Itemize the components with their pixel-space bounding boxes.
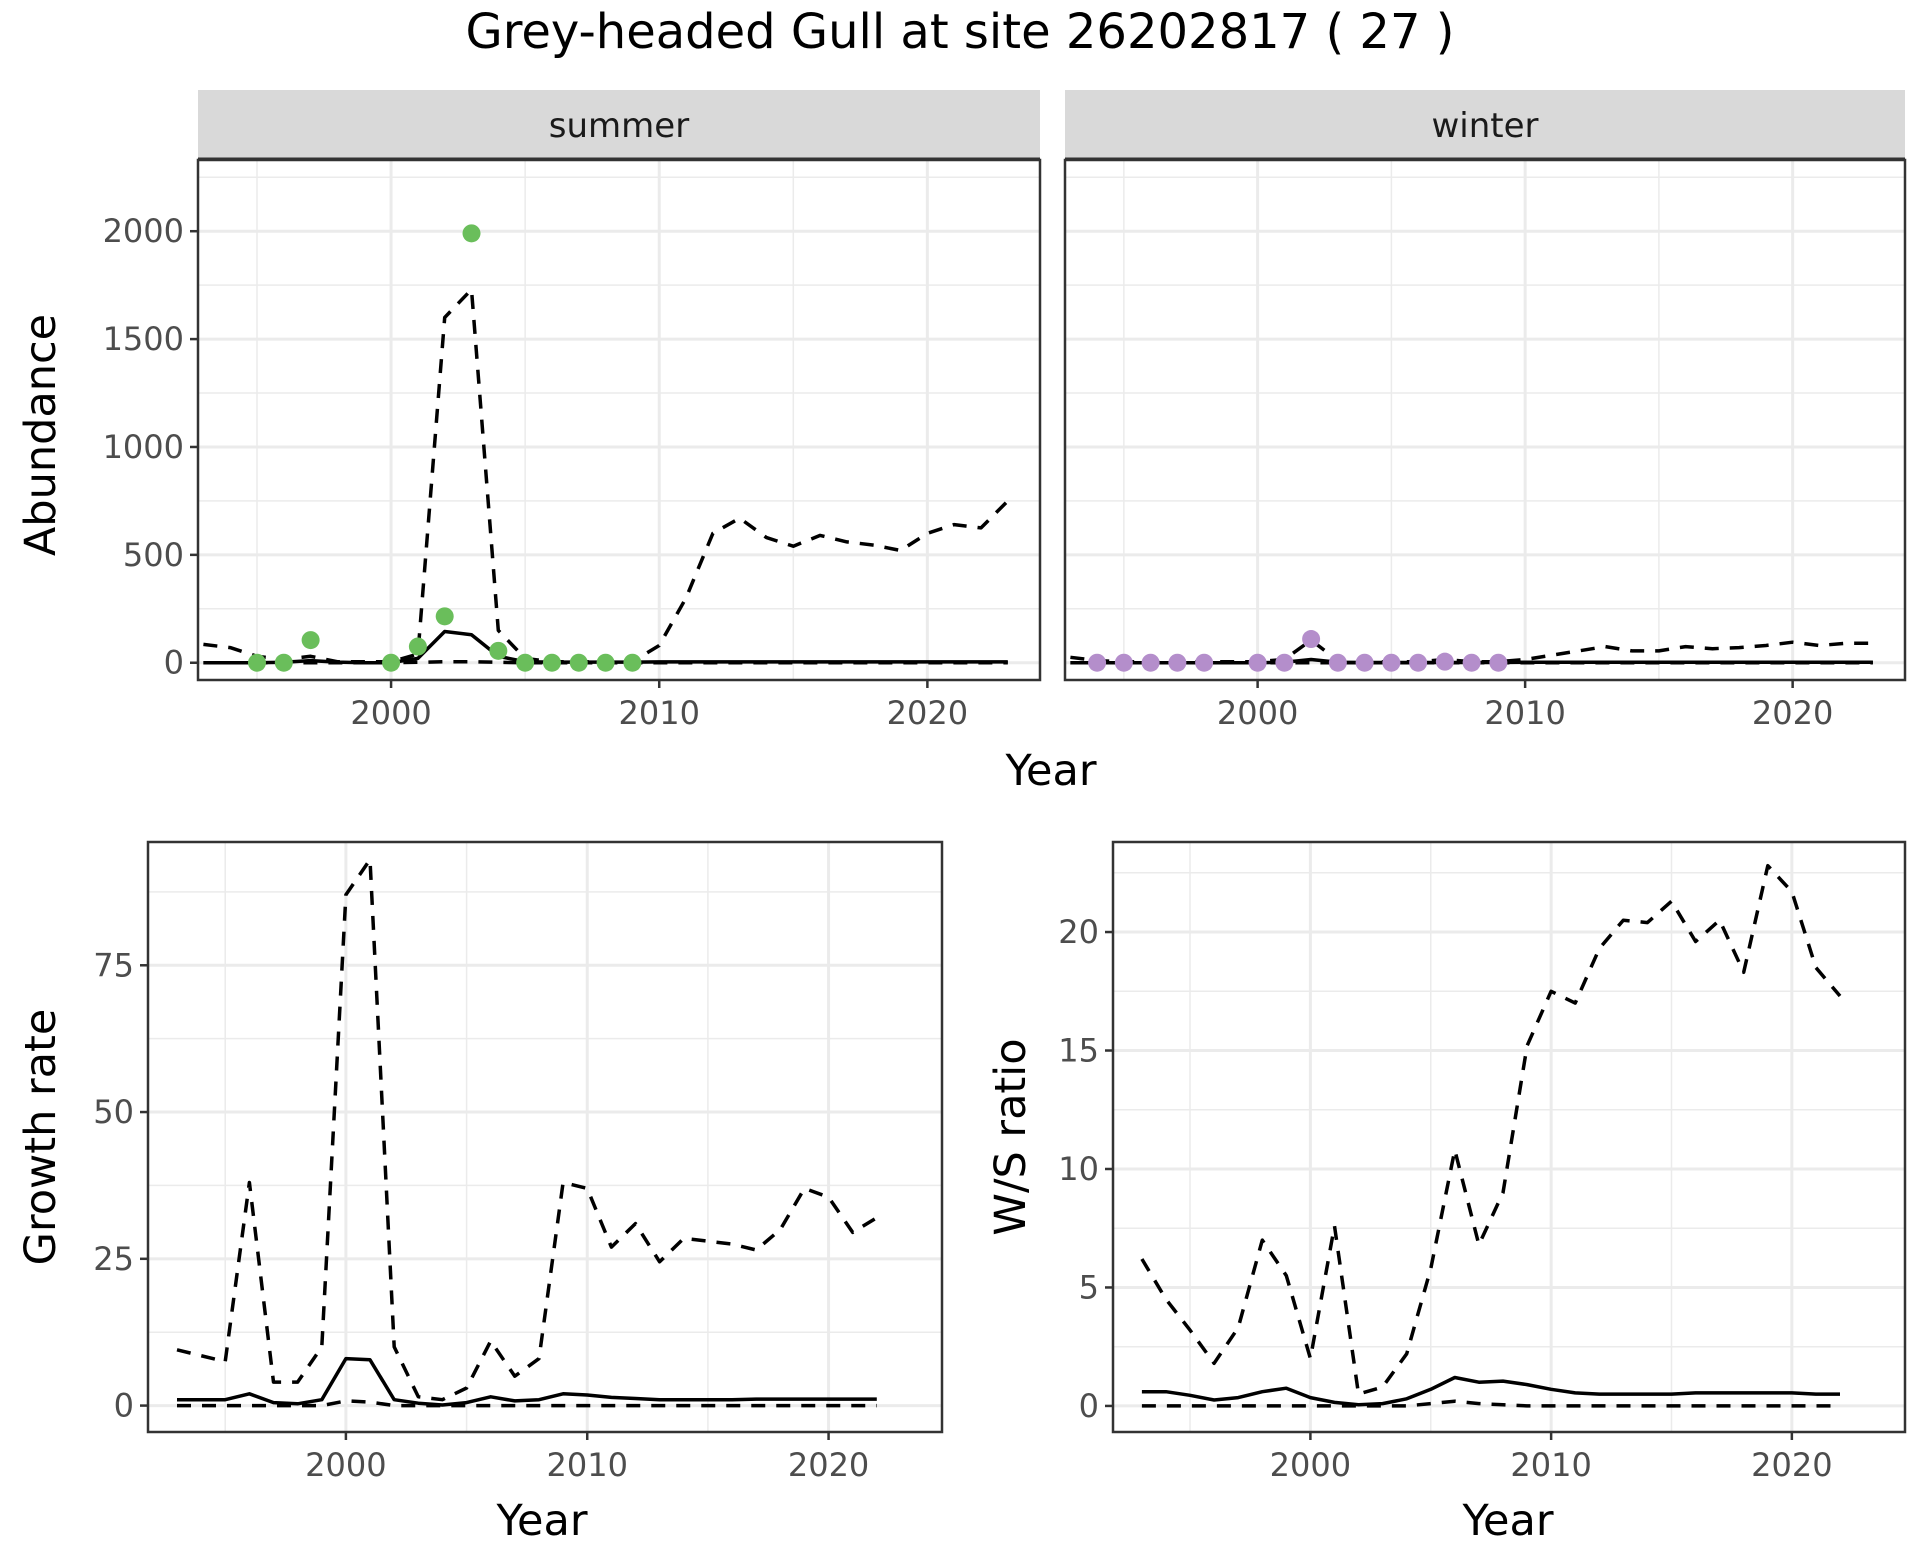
summer-observed-point (382, 653, 401, 672)
ratio-x-tick-label: 2010 (1510, 1446, 1591, 1484)
growth-mean-line (177, 1356, 877, 1407)
winter-observed-point (1114, 653, 1133, 672)
ratio-y-tick-label: 5 (1079, 1268, 1099, 1306)
growth-x-tick-label: 2000 (305, 1446, 386, 1484)
summer-x-tick-label: 2000 (350, 694, 431, 732)
abundance-panel-summer: 2000 2010 2020 0 500 1000 1500 2000 summer (103, 90, 1042, 732)
summer-observed-point (274, 653, 293, 672)
summer-observed-point (569, 653, 588, 672)
winter-x-tick-label: 2010 (1484, 694, 1565, 732)
ratio-lower-bound-line (1141, 1399, 1840, 1408)
ratio-x-tick-label: 2000 (1270, 1446, 1351, 1484)
summer-observed-point (516, 653, 535, 672)
growth-y-tick-label: 50 (93, 1093, 134, 1131)
summer-observed-point (435, 607, 454, 626)
summer-strip-background (198, 90, 1040, 160)
ws-ratio-panel: 2000 2010 2020 0 5 10 15 20 (1058, 840, 1907, 1484)
summer-y-tick-label: 1500 (103, 320, 184, 358)
winter-observed-point (1355, 653, 1374, 672)
summer-strip-label: summer (549, 106, 689, 146)
summer-y-tick-label: 2000 (103, 212, 184, 250)
summer-observed-point (623, 653, 642, 672)
ratio-y-tick-label: 0 (1079, 1387, 1099, 1425)
winter-observed-point (1275, 653, 1294, 672)
summer-observed-point (408, 637, 427, 656)
ratio-y-tick-label: 10 (1058, 1150, 1099, 1188)
ratio-upper-bound-line (1140, 863, 1842, 1396)
ratio-mean-line (1141, 1375, 1840, 1407)
ratio-panel-border (1111, 840, 1907, 1434)
abundance-x-axis-title: Year (1004, 746, 1096, 796)
growth-y-tick-label: 25 (93, 1240, 134, 1278)
growth-x-tick-label: 2020 (788, 1446, 869, 1484)
growth-x-axis-title: Year (495, 1496, 587, 1546)
growth-upper-bound-line (176, 857, 878, 1402)
ratio-y-tick-label: 15 (1058, 1032, 1099, 1070)
winter-observed-point (1141, 653, 1160, 672)
winter-x-tick-label: 2000 (1217, 694, 1298, 732)
winter-x-tick-label: 2020 (1752, 694, 1833, 732)
summer-observed-point (489, 641, 508, 660)
summer-panel-border (196, 158, 1042, 682)
winter-strip-background (1065, 90, 1905, 160)
summer-x-tick-label: 2020 (887, 694, 968, 732)
ratio-y-axis-title: W/S ratio (986, 1038, 1036, 1235)
winter-observed-point (1489, 653, 1508, 672)
growth-y-axis-title: Growth rate (16, 1009, 66, 1266)
summer-observed-point (301, 631, 320, 650)
winter-observed-point (1195, 653, 1214, 672)
winter-observed-point (1382, 653, 1401, 672)
ratio-y-tick-label: 20 (1058, 913, 1099, 951)
winter-observed-point (1302, 630, 1321, 649)
growth-y-tick-label: 75 (93, 946, 134, 984)
growth-x-tick-label: 2010 (547, 1446, 628, 1484)
summer-y-tick-label: 500 (123, 536, 184, 574)
summer-observed-point (247, 653, 266, 672)
winter-observed-point (1088, 653, 1107, 672)
summer-observed-point (596, 653, 615, 672)
winter-observed-point (1328, 653, 1347, 672)
growth-lower-bound-line (177, 1399, 877, 1408)
abundance-panel-winter: 2000 2010 2020 winter (1063, 90, 1907, 732)
summer-observed-point (542, 653, 561, 672)
winter-observed-point (1462, 653, 1481, 672)
summer-y-tick-label: 0 (164, 644, 184, 682)
winter-observed-point (1168, 653, 1187, 672)
winter-panel-border (1063, 158, 1907, 682)
summer-observed-point (462, 224, 481, 243)
winter-observed-point (1435, 652, 1454, 671)
growth-rate-panel: 2000 2010 2020 0 25 50 75 (93, 840, 944, 1484)
winter-observed-point (1248, 653, 1267, 672)
summer-y-tick-label: 1000 (103, 428, 184, 466)
growth-y-tick-label: 0 (114, 1387, 134, 1425)
figure-title: Grey-headed Gull at site 26202817 ( 27 ) (466, 4, 1455, 60)
ratio-x-axis-title: Year (1461, 1496, 1553, 1546)
summer-x-tick-label: 2010 (619, 694, 700, 732)
abundance-y-axis-title: Abundance (16, 314, 66, 556)
ratio-x-tick-label: 2020 (1751, 1446, 1832, 1484)
winter-strip-label: winter (1431, 106, 1538, 146)
winter-observed-point (1409, 653, 1428, 672)
growth-panel-border (146, 840, 944, 1434)
summer-upper-bound-line (203, 287, 1010, 664)
